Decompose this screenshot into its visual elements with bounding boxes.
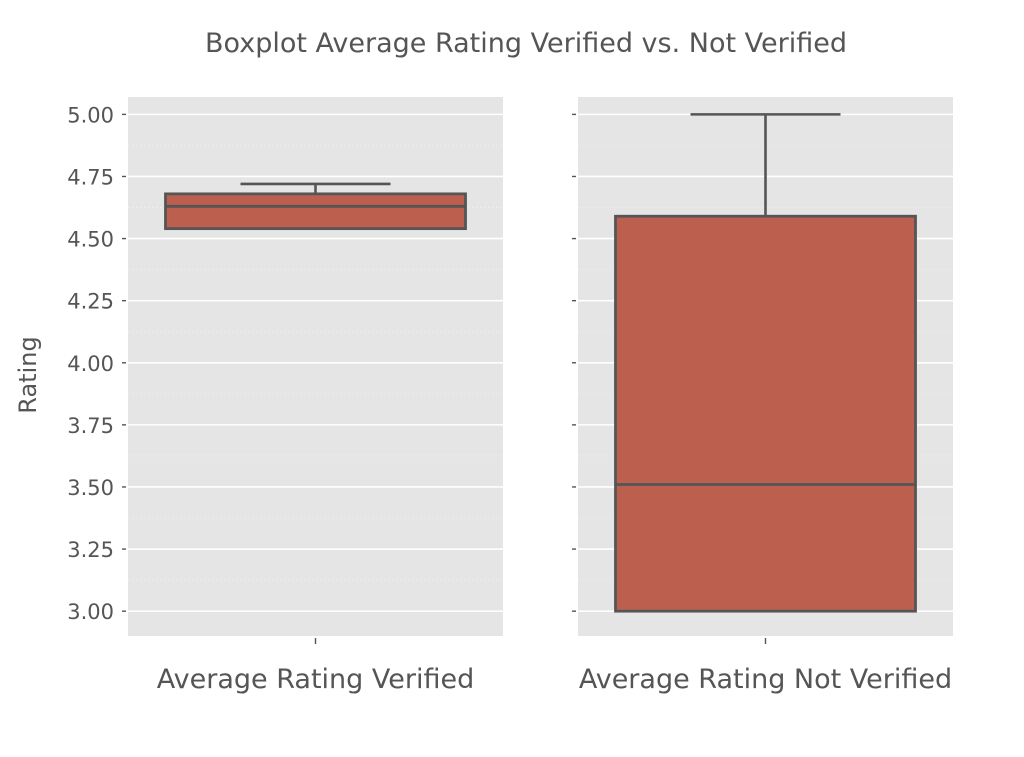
y-tick-label: 4.50 [67,228,114,252]
chart-title: Boxplot Average Rating Verified vs. Not … [205,28,847,59]
panel-background [128,97,503,636]
y-tick-label: 5.00 [67,103,114,127]
y-tick-label: 4.75 [67,165,114,189]
plot-area: 3.00 3.25 3.50 3.75 4.00 4.25 4.50 4.75 5.00 Aver… [67,97,953,695]
x-category-label: Average Rating Not Verified [579,664,952,695]
y-tick-label: 4.00 [67,352,114,376]
y-axis-label: Rating [14,336,42,413]
x-category-label: Average Rating Verified [157,664,474,695]
y-tick-label: 3.75 [67,414,114,438]
box-iqr [164,192,467,231]
panel-1: 3.00 3.25 3.50 3.75 4.00 4.25 4.50 4.75 5.00 Aver… [67,97,503,695]
y-tick-label: 4.25 [67,290,114,314]
box-iqr [614,214,917,613]
y-tick-label: 3.50 [67,476,114,500]
y-tick-label: 3.00 [67,600,114,624]
y-tick-label: 3.25 [67,538,114,562]
panel-2: Average Rating Not Verified [572,97,953,695]
